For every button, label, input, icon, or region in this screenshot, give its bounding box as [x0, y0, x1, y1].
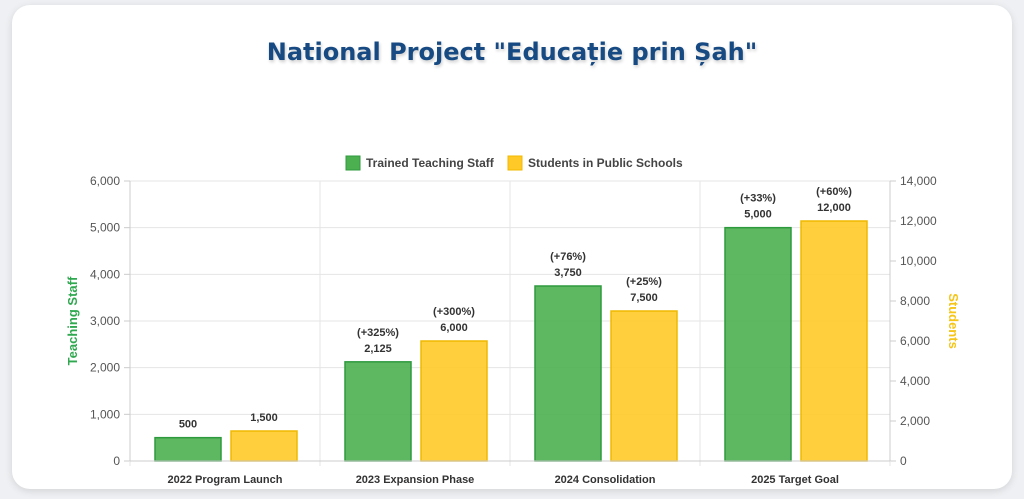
bar-students	[420, 340, 488, 462]
y-tick-label: 1,000	[90, 407, 120, 421]
y2-tick-label: 14,000	[900, 174, 937, 188]
y2-tick-label: 10,000	[900, 254, 937, 268]
y2-tick-label: 0	[900, 454, 907, 468]
legend-swatch-1[interactable]	[507, 155, 523, 171]
y-tick-label: 4,000	[90, 267, 120, 281]
data-label: 12,000	[817, 202, 851, 214]
data-label: 500	[179, 419, 197, 431]
data-label: 2,125	[364, 343, 392, 355]
y2-tick-label: 6,000	[900, 334, 930, 348]
growth-label: (+300%)	[433, 306, 475, 318]
bar-staff	[344, 361, 412, 462]
growth-label: (+33%)	[740, 193, 776, 205]
growth-label: (+60%)	[816, 186, 852, 198]
growth-label: (+76%)	[550, 251, 586, 263]
data-label: 1,500	[250, 412, 278, 424]
bar-students	[230, 430, 298, 462]
bar-staff	[724, 226, 792, 462]
x-tick-label: 2023 Expansion Phase	[356, 474, 475, 486]
bar-students	[800, 220, 868, 462]
y-tick-label: 6,000	[90, 174, 120, 188]
bar-staff	[534, 285, 602, 462]
data-label: 5,000	[744, 209, 772, 221]
data-label: 7,500	[630, 292, 658, 304]
data-label: 6,000	[440, 322, 468, 334]
chart-title: National Project "Educație prin Șah"	[266, 38, 758, 66]
x-tick-label: 2025 Target Goal	[751, 474, 839, 486]
y-tick-label: 2,000	[90, 361, 120, 375]
legend-swatch-0[interactable]	[345, 155, 361, 171]
growth-label: (+325%)	[357, 327, 399, 339]
y2-tick-label: 12,000	[900, 214, 937, 228]
x-tick-label: 2022 Program Launch	[168, 474, 283, 486]
growth-label: (+25%)	[626, 276, 662, 288]
data-label: 3,750	[554, 267, 582, 279]
bar-staff	[154, 436, 222, 462]
legend-label-1[interactable]: Students in Public Schools	[528, 156, 683, 170]
legend-label-0[interactable]: Trained Teaching Staff	[366, 156, 495, 170]
bar-students	[610, 310, 678, 462]
y2-tick-label: 4,000	[900, 374, 930, 388]
x-tick-label: 2024 Consolidation	[555, 474, 656, 486]
y-tick-label: 5,000	[90, 221, 120, 235]
y2-tick-label: 2,000	[900, 414, 930, 428]
y-axis-title: Teaching Staff	[65, 276, 80, 365]
y2-axis-title: Students	[946, 293, 961, 349]
y-tick-label: 3,000	[90, 314, 120, 328]
y2-tick-label: 8,000	[900, 294, 930, 308]
y-tick-label: 0	[113, 454, 120, 468]
